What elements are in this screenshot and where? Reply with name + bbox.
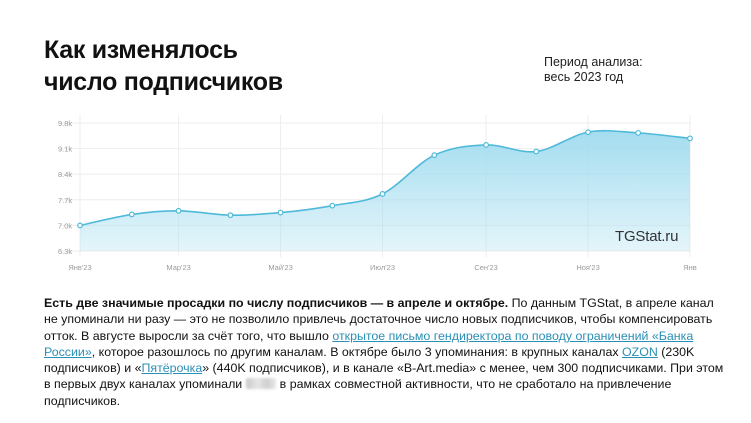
- lead-statement: Есть две значимые просадки по числу подп…: [44, 296, 509, 310]
- text-part-2: , которое разошлось по другим каналам. В…: [91, 344, 622, 359]
- page-title: Как изменялось число подписчиков: [44, 34, 283, 98]
- x-tick-label: Май'23: [268, 263, 292, 272]
- title-line-2: число подписчиков: [44, 68, 283, 96]
- data-point: [533, 148, 540, 155]
- data-point: [77, 222, 83, 229]
- y-tick-label: 7.7k: [58, 196, 72, 205]
- data-point: [483, 142, 490, 148]
- text-part-4: » (440K подписчиков), и в канале «B-Art.…: [44, 361, 724, 392]
- open-letter-link[interactable]: открытое письмо гендиректора по поводу о…: [44, 328, 694, 359]
- redacted-channel-name: [245, 378, 276, 390]
- y-tick-label: 7.0k: [58, 221, 72, 230]
- subscribers-area-chart: 6.3k 7.0k 7.7k 8.4k 9.1k 9.8k Янв'23 Мар'23 Май'…: [58, 115, 697, 272]
- data-point: [128, 211, 135, 218]
- x-tick-label: Мар'23: [166, 263, 190, 272]
- text-part-1: По данным TGStat, в апреле канал не упом…: [44, 296, 714, 343]
- text-part-3: (230K подписчиков) и «: [44, 344, 695, 376]
- y-tick-label: 9.1k: [58, 145, 72, 154]
- x-tick-label: Июл'23: [370, 263, 395, 272]
- x-tick-label: Ноя'23: [576, 263, 599, 272]
- analysis-paragraph: Есть две значимые просадки по числу подп…: [44, 295, 724, 409]
- data-point: [431, 152, 438, 159]
- y-tick-label: 6.3k: [58, 247, 72, 256]
- x-tick-label: Янв: [683, 263, 697, 272]
- data-point: [175, 207, 182, 214]
- data-point: [329, 202, 336, 209]
- period-label: Период анализа:: [544, 55, 643, 69]
- data-point: [379, 191, 386, 197]
- data-point: [227, 212, 234, 219]
- y-tick-label: 8.4k: [58, 170, 72, 179]
- pyaterochka-link[interactable]: Пятёрочка: [141, 361, 203, 376]
- y-tick-label: 9.8k: [58, 119, 72, 128]
- data-point: [687, 135, 693, 142]
- x-tick-label: Янв'23: [68, 263, 91, 272]
- text-part-5: в рамках совместной активности, что не с…: [44, 377, 672, 408]
- tgstat-watermark: TGStat.ru: [615, 228, 679, 245]
- period-value: весь 2023 год: [544, 70, 624, 84]
- data-point: [585, 129, 591, 136]
- analysis-period: Период анализа: весь 2023 год: [544, 55, 643, 85]
- data-point: [277, 209, 284, 216]
- area-fill: [80, 130, 690, 251]
- ozon-link[interactable]: OZON: [622, 344, 658, 359]
- data-point: [635, 129, 642, 136]
- x-tick-label: Сен'23: [474, 263, 498, 272]
- title-line-1: Как изменялось: [44, 36, 238, 64]
